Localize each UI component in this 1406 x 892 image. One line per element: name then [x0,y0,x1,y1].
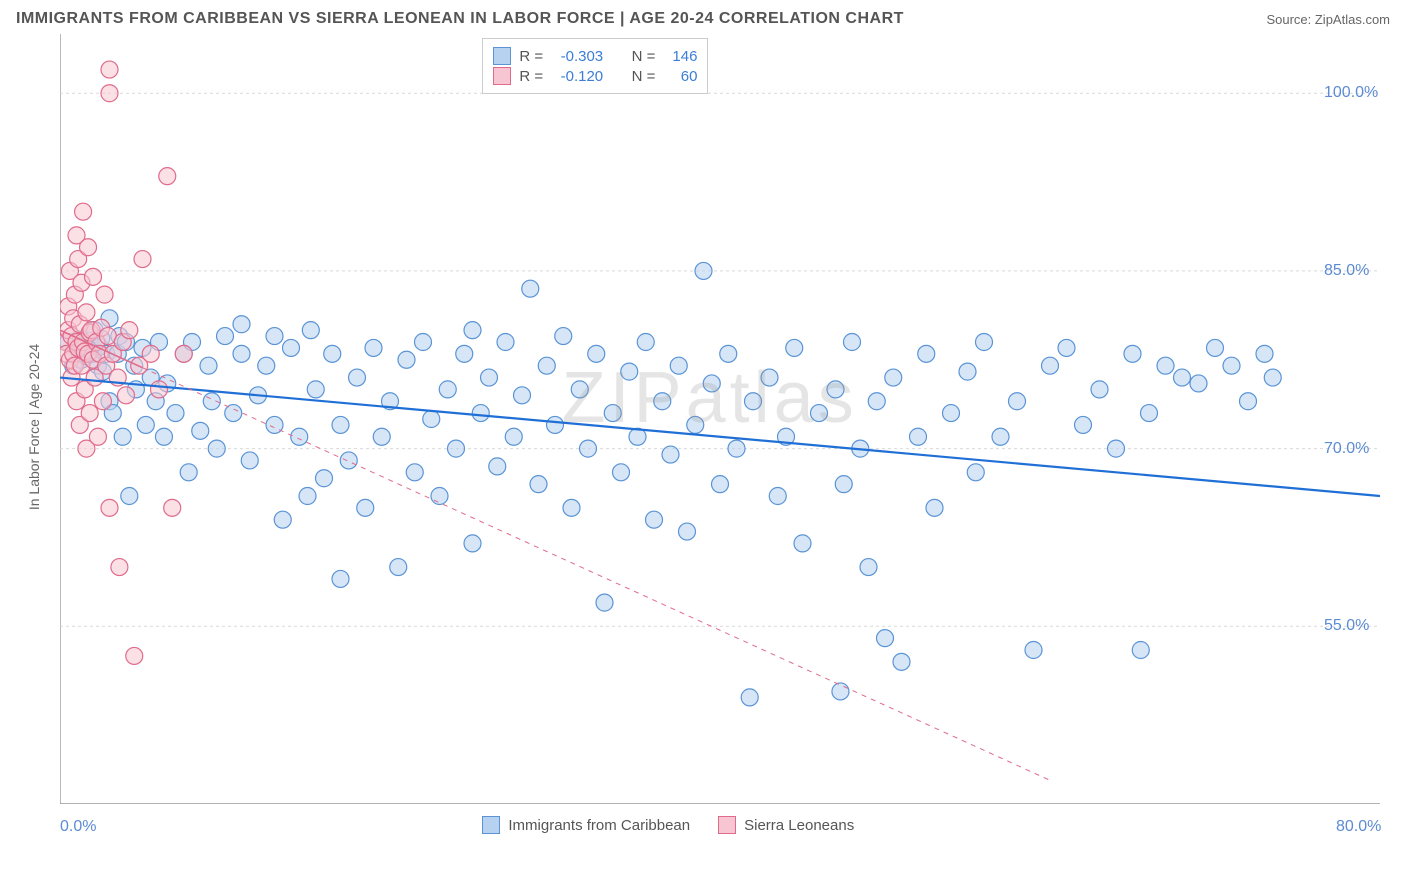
legend-label: Immigrants from Caribbean [508,817,690,834]
legend-item: Immigrants from Caribbean [482,816,690,834]
legend-label: Sierra Leoneans [744,817,854,834]
series-swatch [493,67,511,85]
source-label: Source: ZipAtlas.com [1266,12,1390,27]
y-tick-label: 100.0% [1324,84,1378,102]
y-tick-label: 70.0% [1324,440,1369,458]
chart-title: IMMIGRANTS FROM CARIBBEAN VS SIERRA LEON… [16,10,904,28]
legend-swatch [482,816,500,834]
series-swatch [493,47,511,65]
y-tick-label: 85.0% [1324,262,1369,280]
y-tick-label: 55.0% [1324,617,1369,635]
correlation-row: R = -0.120 N = 60 [493,67,697,85]
header: IMMIGRANTS FROM CARIBBEAN VS SIERRA LEON… [0,0,1406,34]
legend-swatch [718,816,736,834]
series-legend: Immigrants from Caribbean Sierra Leoneans [482,816,854,834]
correlation-legend: R = -0.303 N = 146 R = -0.120 N = 60 [482,38,708,94]
y-axis-label: In Labor Force | Age 20-24 [26,344,42,510]
x-tick-label: 0.0% [60,818,96,836]
correlation-row: R = -0.303 N = 146 [493,47,697,65]
scatter-plot [60,34,1380,804]
x-tick-label: 80.0% [1336,818,1381,836]
legend-item: Sierra Leoneans [718,816,854,834]
